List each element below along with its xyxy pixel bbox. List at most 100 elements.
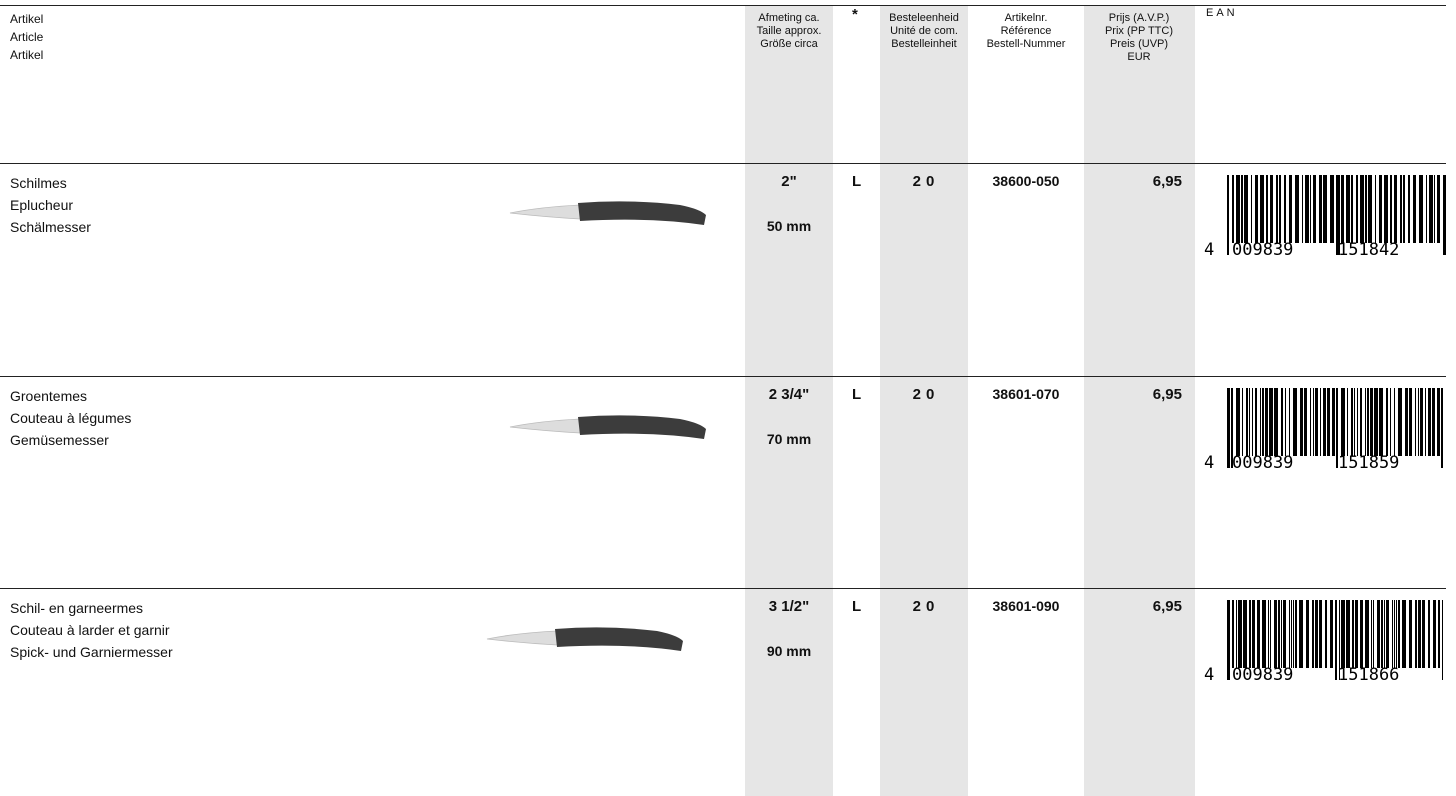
barcode-bar <box>1413 175 1416 243</box>
barcode-digits: 4 <box>1204 665 1214 685</box>
cell-text: 20 <box>912 598 940 615</box>
barcode-bar <box>1269 388 1273 456</box>
barcode-bar <box>1386 600 1389 668</box>
barcode-bar <box>1231 388 1233 468</box>
cell-text: Schil- en garneermes <box>10 600 144 616</box>
barcode-bar <box>1339 600 1340 680</box>
barcode-bar <box>1295 175 1299 243</box>
cell-text: 6,95 <box>1152 173 1182 190</box>
barcode-bar <box>1384 600 1385 668</box>
cell-text: 20 <box>912 173 940 190</box>
barcode-bar <box>1368 175 1372 243</box>
barcode-bar <box>1274 388 1278 456</box>
barcode-bar <box>1355 600 1358 668</box>
barcode-digits: 151866 <box>1338 665 1399 685</box>
barcode-bar <box>1443 175 1446 255</box>
barcode-bar <box>1320 388 1321 456</box>
barcode-bar <box>1379 388 1383 456</box>
barcode-bar <box>1281 600 1282 668</box>
barcode-bar <box>1418 388 1419 456</box>
barcode-bar <box>1374 388 1378 456</box>
barcode-bar <box>1441 388 1443 468</box>
barcode-bar <box>1319 175 1322 243</box>
barcode-bar <box>1432 388 1435 456</box>
barcode-bar <box>1351 175 1353 243</box>
barcode-bar <box>1227 388 1230 468</box>
barcode-bar <box>1409 600 1412 668</box>
barcode-bar <box>1270 600 1271 668</box>
cell-text: 3 1/2" <box>768 598 810 615</box>
barcode-bar <box>1304 388 1307 456</box>
barcode-gap <box>1341 456 1438 472</box>
barcode-bar <box>1367 388 1369 456</box>
barcode-bar <box>1306 600 1309 668</box>
barcode-bar <box>1238 600 1242 668</box>
cell-text: 6,95 <box>1152 598 1182 615</box>
barcode-bar <box>1392 600 1393 668</box>
cell-text: Spick- und Garniermesser <box>10 644 173 660</box>
cell-text: L <box>852 386 862 403</box>
barcode-digits: 4 <box>1204 240 1214 260</box>
header-text: Größe circa <box>760 38 818 50</box>
barcode-bar <box>1295 600 1297 668</box>
header-text: Prijs (A.V.P.) <box>1108 12 1170 24</box>
barcode-bar <box>1251 175 1252 243</box>
cell-text: Schilmes <box>10 175 67 191</box>
column-shade <box>745 5 833 796</box>
barcode-bar <box>1289 388 1290 456</box>
barcode-bar <box>1274 600 1277 668</box>
barcode-bar <box>1246 388 1248 456</box>
barcode-digits: 4 <box>1204 453 1214 473</box>
cell-text: Groentemes <box>10 388 88 404</box>
barcode-bar <box>1227 600 1230 680</box>
barcode-bar <box>1437 388 1440 456</box>
barcode-bar <box>1300 388 1303 456</box>
barcode-bar <box>1313 388 1314 456</box>
header-text: Unité de com. <box>890 25 958 37</box>
barcode-bar <box>1262 600 1266 668</box>
barcode-bar <box>1236 600 1237 668</box>
barcode-gap <box>1234 456 1332 472</box>
barcode-bar <box>1232 175 1234 243</box>
barcode-bar <box>1327 388 1330 456</box>
barcode-bar <box>1386 388 1388 456</box>
barcode-bar <box>1325 600 1327 668</box>
cell-text: Schälmesser <box>10 219 91 235</box>
barcode-bar <box>1323 388 1326 456</box>
barcode-bar <box>1371 600 1372 668</box>
barcode-bar <box>1426 175 1427 243</box>
barcode-bar <box>1390 388 1391 456</box>
header-text: Prix (PP TTC) <box>1104 25 1174 37</box>
header-text: Référence <box>1000 25 1052 37</box>
header-text: Taille approx. <box>756 25 822 37</box>
barcode-bar <box>1354 388 1355 456</box>
barcode-bar <box>1313 175 1316 243</box>
column-shade <box>1084 5 1195 796</box>
barcode-bar <box>1315 388 1318 456</box>
barcode-bar <box>1336 175 1340 255</box>
header-text: Artikel <box>10 12 44 26</box>
knife-image <box>509 414 707 440</box>
barcode-bar <box>1365 388 1366 456</box>
barcode-bar <box>1434 175 1435 243</box>
barcode-bar <box>1409 388 1412 456</box>
rule <box>0 5 1446 6</box>
barcode-bar <box>1381 600 1383 668</box>
barcode-bar <box>1341 388 1345 456</box>
barcode-bar <box>1299 600 1303 668</box>
barcode-bar <box>1243 600 1247 668</box>
cell-text: 2 3/4" <box>768 386 810 403</box>
header-text: EAN <box>1206 7 1238 19</box>
barcode-bar <box>1408 175 1410 243</box>
header-text: EUR <box>1127 51 1151 63</box>
barcode-bar <box>1336 388 1338 468</box>
barcode-bar <box>1285 388 1286 456</box>
row-rule <box>0 163 1446 164</box>
barcode-bar <box>1396 600 1397 668</box>
barcode-gap <box>1341 243 1438 259</box>
barcode-bar <box>1415 388 1416 456</box>
barcode-bar <box>1419 175 1423 243</box>
cell-text: 6,95 <box>1152 386 1182 403</box>
barcode-bar <box>1438 600 1440 668</box>
